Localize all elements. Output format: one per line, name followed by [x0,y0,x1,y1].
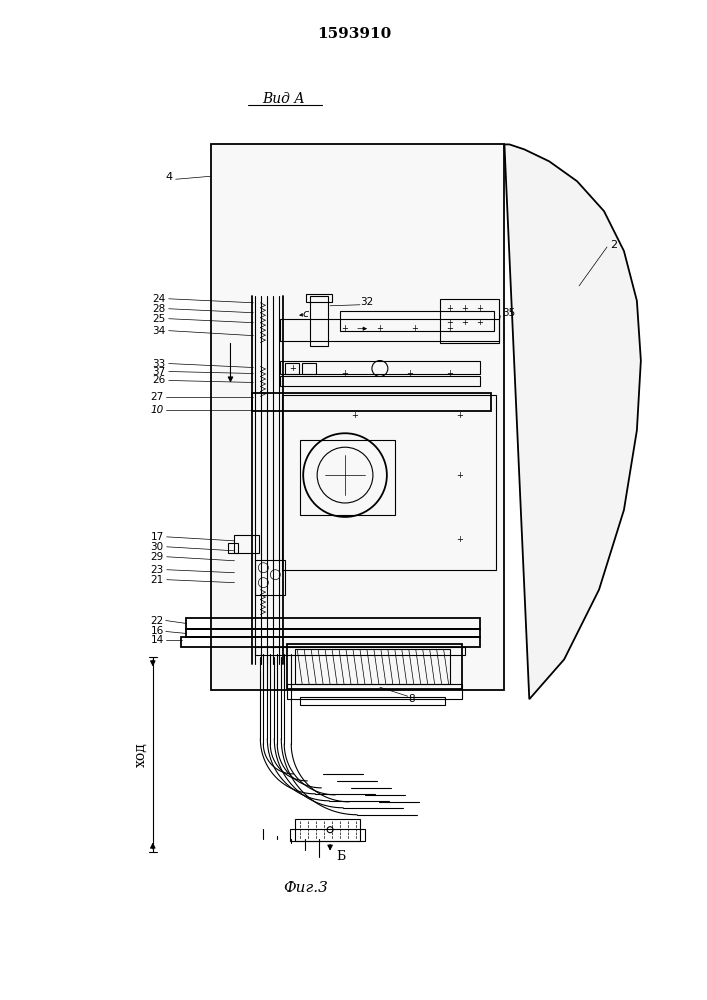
Bar [255,560,285,595]
Bar [211,144,504,690]
Text: +: + [446,324,453,333]
Bar [340,311,494,331]
Bar [287,684,462,699]
Bar [186,629,479,637]
Bar [440,299,499,343]
Bar [255,647,464,655]
Text: ход: ход [134,743,148,767]
Text: +: + [446,318,453,327]
Text: 1593910: 1593910 [317,27,391,41]
Text: 17: 17 [151,532,164,542]
Text: 16: 16 [151,626,164,636]
Text: 37: 37 [153,367,165,377]
Text: Вид А: Вид А [262,92,305,106]
Text: +: + [461,318,468,327]
Text: c: c [302,309,308,319]
Bar [285,363,299,374]
Text: 10: 10 [151,405,164,415]
Text: +: + [341,324,349,333]
Text: 28: 28 [153,304,165,314]
Text: 21: 21 [151,575,164,585]
Text: +: + [376,324,383,333]
Text: 33: 33 [153,359,165,369]
Bar [291,829,365,841]
Text: 27: 27 [151,392,164,402]
Text: +: + [407,369,413,378]
Bar [228,543,238,553]
Bar [300,440,395,515]
Bar [252,393,491,411]
Text: 26: 26 [153,375,165,385]
Polygon shape [504,144,641,699]
Text: +: + [461,304,468,313]
Text: Б: Б [336,850,345,863]
Text: 32: 32 [361,297,373,307]
Text: +: + [446,369,453,378]
Text: $2$: $2$ [610,238,618,250]
Text: +: + [456,411,463,420]
Text: Фиг.3: Фиг.3 [283,881,327,895]
Text: 8: 8 [409,694,415,704]
Bar [282,395,496,570]
Bar [306,294,332,302]
Bar [181,637,479,647]
Bar [280,361,479,374]
Text: 25: 25 [153,314,165,324]
Bar [186,618,479,629]
Bar [302,363,316,374]
Bar [296,649,450,684]
Bar [310,296,328,346]
Text: 35: 35 [503,308,515,318]
Text: +: + [288,364,296,373]
Text: +: + [476,304,483,313]
Bar [300,697,445,705]
Bar [280,376,479,386]
Bar [287,644,462,689]
Text: +: + [456,471,463,480]
Text: +: + [351,411,358,420]
Text: 24: 24 [153,294,165,304]
Text: 29: 29 [151,552,164,562]
Text: +: + [411,324,419,333]
Text: +: + [446,304,453,313]
Bar [235,535,259,553]
Bar [280,319,499,341]
Text: 23: 23 [151,565,164,575]
Text: +: + [456,535,463,544]
Text: $4$: $4$ [165,170,174,182]
Text: 14: 14 [151,635,164,645]
Bar [296,819,360,841]
Text: 34: 34 [153,326,165,336]
Text: +: + [341,369,349,378]
Text: 30: 30 [151,542,164,552]
Text: 22: 22 [151,616,164,626]
Text: +: + [476,318,483,327]
